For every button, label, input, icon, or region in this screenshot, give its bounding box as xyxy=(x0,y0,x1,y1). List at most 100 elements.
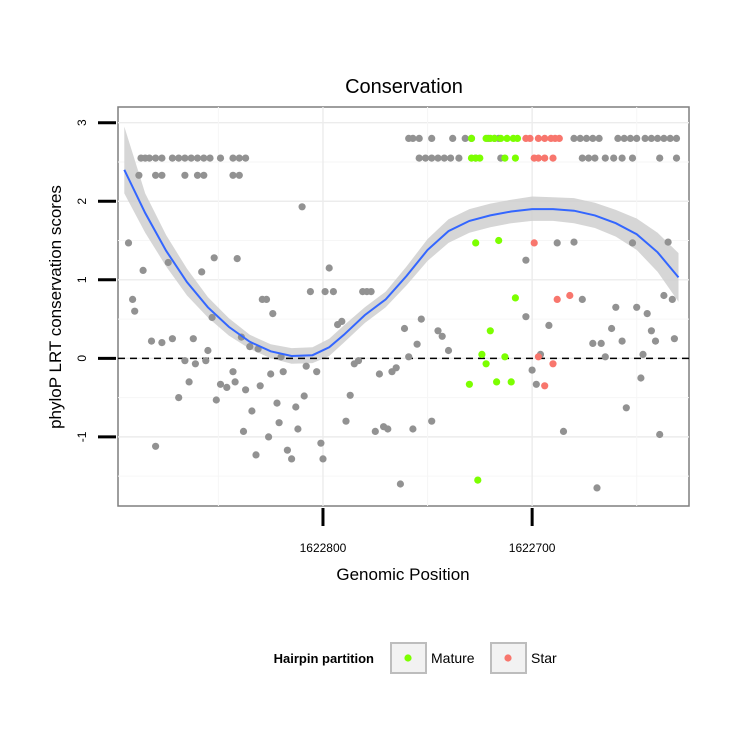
point-other xyxy=(187,154,195,162)
point-other xyxy=(532,380,540,388)
point-other xyxy=(593,484,601,492)
point-other xyxy=(152,154,160,162)
point-other xyxy=(522,256,530,264)
point-other xyxy=(288,455,296,463)
point-other xyxy=(570,238,578,246)
chart-title: Conservation xyxy=(345,76,463,98)
point-other xyxy=(269,310,277,318)
point-other xyxy=(338,317,346,325)
point-mature xyxy=(513,134,522,142)
point-other xyxy=(670,335,679,343)
point-other xyxy=(672,154,681,162)
legend-label-star: Star xyxy=(531,650,557,666)
point-other xyxy=(342,417,350,425)
point-star xyxy=(541,154,549,162)
point-other xyxy=(461,134,469,142)
point-other xyxy=(306,288,314,296)
point-other xyxy=(229,154,237,162)
point-other xyxy=(417,315,425,323)
point-other xyxy=(145,154,153,162)
point-other xyxy=(212,396,220,404)
point-other xyxy=(175,394,183,402)
point-other xyxy=(139,266,147,274)
point-other xyxy=(193,171,202,179)
point-other xyxy=(168,335,176,343)
point-mature xyxy=(467,134,476,142)
y-tick-label: 2 xyxy=(75,198,89,205)
point-other xyxy=(595,134,603,142)
point-other xyxy=(396,480,404,488)
point-other xyxy=(660,291,668,300)
point-other xyxy=(135,171,143,179)
point-other xyxy=(223,383,231,391)
point-mature xyxy=(474,476,482,484)
point-other xyxy=(449,134,457,142)
point-other xyxy=(262,295,271,303)
point-mature xyxy=(472,239,480,247)
point-other xyxy=(152,171,160,179)
plot-grid xyxy=(118,107,689,506)
point-other xyxy=(553,239,561,247)
point-other xyxy=(248,407,256,415)
y-tick-label: 3 xyxy=(75,119,89,126)
point-other xyxy=(317,439,325,447)
point-other xyxy=(273,399,281,407)
point-other xyxy=(576,134,584,142)
point-other xyxy=(447,154,455,162)
point-other xyxy=(628,154,637,162)
point-other xyxy=(265,433,273,441)
point-other xyxy=(654,134,662,142)
point-other xyxy=(231,378,239,386)
point-other xyxy=(371,427,379,435)
point-other xyxy=(124,239,133,247)
y-axis-title: phyloP LRT conservation scores xyxy=(46,185,65,429)
point-star xyxy=(553,295,561,303)
point-other xyxy=(591,154,599,162)
point-other xyxy=(639,350,647,358)
point-other xyxy=(233,255,241,263)
point-other xyxy=(229,368,237,376)
point-other xyxy=(405,353,413,361)
point-other xyxy=(147,337,156,345)
point-other xyxy=(185,378,193,386)
legend: Hairpin partition Mature Star xyxy=(274,642,557,674)
point-other xyxy=(409,425,417,433)
point-other xyxy=(637,374,645,382)
point-other xyxy=(633,134,641,142)
point-other xyxy=(651,337,660,345)
point-other xyxy=(582,134,591,142)
point-other xyxy=(294,425,302,433)
point-mature xyxy=(486,327,494,335)
point-mature xyxy=(495,236,503,245)
point-other xyxy=(329,288,337,296)
point-other xyxy=(614,134,622,142)
point-other xyxy=(415,154,423,162)
point-other xyxy=(175,154,183,162)
point-other xyxy=(392,364,400,372)
point-other xyxy=(354,357,363,365)
point-other xyxy=(620,134,628,142)
point-other xyxy=(181,171,189,179)
point-star xyxy=(566,291,574,300)
point-other xyxy=(585,154,593,162)
point-other xyxy=(164,258,172,267)
point-star xyxy=(530,239,538,247)
point-other xyxy=(601,353,609,361)
point-mature xyxy=(501,154,509,162)
point-other xyxy=(597,339,605,347)
point-other xyxy=(647,134,656,142)
point-other xyxy=(570,134,578,142)
point-other xyxy=(428,417,436,425)
point-star xyxy=(541,134,549,142)
point-mature xyxy=(482,360,490,368)
point-other xyxy=(216,380,225,388)
point-other xyxy=(626,134,635,142)
point-other xyxy=(668,295,676,303)
point-other xyxy=(589,134,597,142)
point-other xyxy=(622,404,630,412)
point-other xyxy=(664,238,672,246)
point-other xyxy=(191,360,199,368)
point-other xyxy=(131,307,139,315)
point-other xyxy=(656,430,664,439)
point-mature xyxy=(476,154,484,162)
